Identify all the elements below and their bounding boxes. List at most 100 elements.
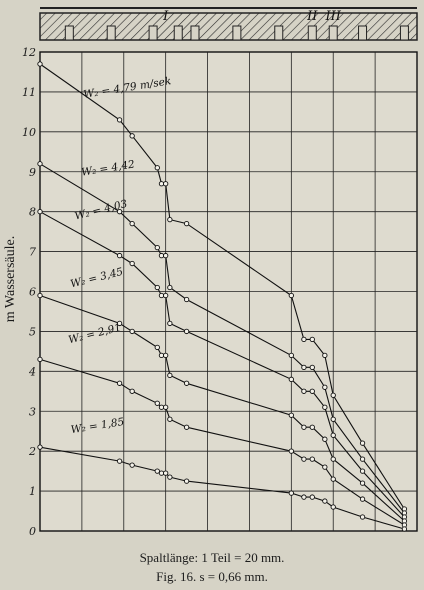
data-point — [288, 352, 294, 359]
data-point — [401, 526, 408, 532]
data-point — [288, 490, 294, 496]
data-point — [116, 320, 123, 327]
data-point — [167, 474, 173, 480]
data-point — [288, 376, 294, 382]
data-point — [288, 292, 294, 299]
data-point — [129, 220, 135, 227]
data-point — [309, 494, 315, 500]
wall-slot — [358, 25, 368, 41]
wall-slot — [307, 25, 317, 41]
data-point — [301, 494, 307, 500]
data-point — [163, 181, 169, 187]
data-point — [322, 352, 328, 359]
data-point — [129, 388, 135, 394]
data-point — [167, 284, 173, 291]
data-point — [167, 216, 173, 223]
data-point — [183, 328, 190, 335]
data-point — [163, 252, 169, 259]
apparatus-wall — [39, 7, 418, 41]
y-tick-label: 9 — [29, 166, 36, 179]
data-point — [116, 209, 123, 215]
data-point — [330, 504, 336, 510]
y-tick-label: 4 — [28, 365, 36, 378]
y-tick-label: 6 — [29, 286, 36, 299]
data-point — [129, 328, 135, 335]
data-point — [322, 384, 328, 390]
data-point — [359, 456, 366, 462]
data-point — [116, 380, 123, 386]
data-point — [322, 464, 328, 470]
y-tick-label: 7 — [29, 246, 36, 259]
y-tick-label: 12 — [22, 46, 36, 59]
data-point — [37, 209, 43, 215]
wall-slot — [148, 25, 158, 41]
data-point — [330, 416, 336, 422]
y-axis-label: m Wassersäule. — [3, 235, 18, 323]
data-point — [183, 424, 190, 430]
data-point — [154, 400, 160, 406]
data-point — [301, 364, 307, 370]
slot-length-caption: Spaltlänge: 1 Teil = 20 mm. — [139, 550, 285, 565]
data-point — [301, 456, 307, 462]
data-point — [330, 456, 336, 462]
data-point — [37, 61, 43, 67]
y-tick-label: 8 — [29, 206, 36, 219]
data-point — [37, 444, 43, 450]
data-point — [116, 458, 123, 464]
data-point — [129, 260, 135, 267]
y-tick-label: 2 — [28, 445, 36, 458]
data-point — [330, 392, 336, 398]
data-point — [183, 220, 190, 227]
data-point — [322, 436, 328, 442]
slot-marker-label: III — [325, 9, 342, 24]
y-tick-label: 5 — [29, 325, 36, 338]
data-point — [154, 165, 160, 171]
data-point — [163, 292, 169, 299]
data-point — [330, 432, 336, 438]
data-point — [37, 292, 43, 299]
data-point — [116, 252, 123, 259]
data-point — [116, 117, 123, 123]
wall-slot — [173, 25, 183, 41]
data-point — [322, 404, 328, 410]
data-point — [309, 388, 315, 394]
chart-grid — [39, 51, 418, 532]
data-point — [154, 468, 160, 474]
data-point — [288, 412, 294, 418]
data-point — [163, 470, 169, 476]
wall-slot — [274, 25, 284, 41]
y-tick-label: 1 — [29, 485, 36, 498]
wall-slot — [399, 25, 409, 41]
data-points — [37, 61, 408, 532]
data-point — [163, 352, 169, 359]
data-point — [301, 424, 307, 430]
data-point — [309, 336, 315, 343]
slot-marker-label: I — [162, 9, 169, 24]
data-point — [309, 364, 315, 370]
data-point — [309, 424, 315, 430]
y-tick-label: 11 — [22, 86, 36, 99]
data-point — [129, 462, 135, 468]
data-point — [37, 161, 43, 167]
y-tick-label: 10 — [22, 126, 36, 139]
figure-caption: Fig. 16. s = 0,66 mm. — [156, 569, 268, 584]
data-point — [322, 498, 328, 504]
wall-slot — [328, 25, 338, 41]
data-point — [359, 514, 366, 520]
wall-slot — [106, 25, 116, 41]
data-point — [330, 476, 336, 482]
data-point — [167, 416, 173, 422]
data-point — [309, 456, 315, 462]
data-point — [37, 356, 43, 363]
data-point — [301, 336, 307, 343]
data-point — [129, 133, 135, 139]
data-point — [154, 344, 160, 351]
data-point — [359, 480, 366, 486]
data-point — [183, 296, 190, 303]
data-point — [183, 478, 190, 484]
data-point — [167, 372, 173, 378]
y-tick-label: 0 — [29, 525, 36, 538]
slot-marker-label: II — [306, 9, 318, 24]
